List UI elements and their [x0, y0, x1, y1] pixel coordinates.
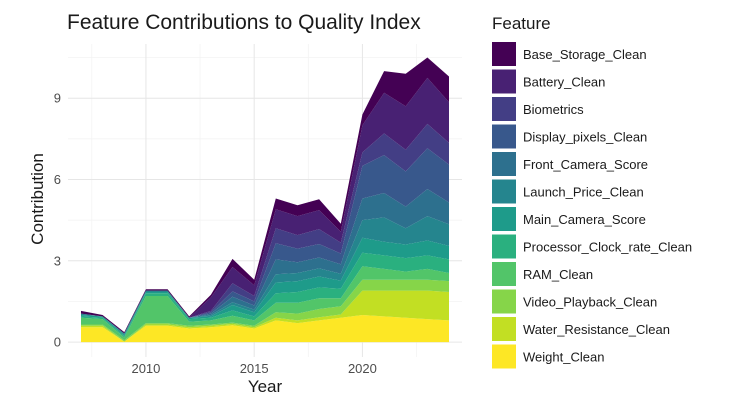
legend-label-processor-clock-rate-clean: Processor_Clock_rate_Clean: [523, 240, 692, 255]
legend-label-launch-price-clean: Launch_Price_Clean: [523, 185, 644, 200]
legend-key-display-pixels-clean: [492, 124, 516, 149]
legend-label-display-pixels-clean: Display_pixels_Clean: [523, 130, 647, 145]
y-axis-title: Contribution: [28, 153, 47, 245]
legend-key-main-camera-score: [492, 207, 516, 231]
legend-label-biometrics: Biometrics: [523, 102, 584, 117]
area-front-camera-score: [81, 189, 449, 334]
chart-title: Feature Contributions to Quality Index: [67, 11, 421, 34]
x-axis-ticks: 2010 2015 2020: [131, 361, 376, 376]
y-tick-label: 6: [54, 172, 61, 187]
legend-title: Feature: [492, 14, 551, 33]
legend-key-water-resistance-clean: [492, 317, 516, 341]
area-battery-clean: [81, 77, 449, 334]
area-processor-clock-rate-clean: [81, 252, 449, 338]
area-biometrics: [81, 123, 449, 334]
x-tick-label: 2015: [240, 361, 269, 376]
y-tick-label: 3: [54, 253, 61, 268]
area-ram-clean: [81, 266, 449, 341]
legend-label-base-storage-clean: Base_Storage_Clean: [523, 47, 647, 62]
x-tick-label: 2010: [131, 361, 160, 376]
legend-label-water-resistance-clean: Water_Resistance_Clean: [523, 322, 670, 337]
legend: Base_Storage_Clean Battery_Clean Biometric…: [492, 42, 692, 369]
area-weight-clean: [81, 315, 449, 343]
area-series: [81, 57, 449, 343]
legend-key-battery-clean: [492, 69, 516, 94]
legend-key-front-camera-score: [492, 152, 516, 176]
area-display-pixels-clean: [81, 148, 449, 334]
legend-label-front-camera-score: Front_Camera_Score: [523, 157, 648, 172]
area-launch-price-clean: [81, 216, 449, 335]
area-video-playback-clean: [81, 279, 449, 342]
legend-label-main-camera-score: Main_Camera_Score: [523, 212, 646, 227]
legend-key-processor-clock-rate-clean: [492, 234, 516, 259]
area-main-camera-score: [81, 237, 449, 337]
legend-key-ram-clean: [492, 262, 516, 286]
x-axis-title: Year: [248, 377, 283, 396]
legend-key-biometrics: [492, 97, 516, 121]
legend-key-weight-clean: [492, 344, 516, 369]
legend-label-weight-clean: Weight_Clean: [523, 350, 604, 365]
legend-label-ram-clean: RAM_Clean: [523, 267, 593, 282]
legend-label-battery-clean: Battery_Clean: [523, 75, 605, 90]
area-base-storage-clean: [81, 57, 449, 334]
legend-key-base-storage-clean: [492, 42, 516, 66]
area-water-resistance-clean: [81, 290, 449, 342]
legend-key-video-playback-clean: [492, 289, 516, 314]
y-axis-ticks: 0 3 6 9: [54, 91, 61, 350]
x-tick-label: 2020: [348, 361, 377, 376]
legend-label-video-playback-clean: Video_Playback_Clean: [523, 295, 657, 310]
y-tick-label: 9: [54, 91, 61, 106]
legend-key-launch-price-clean: [492, 179, 516, 204]
y-tick-label: 0: [54, 335, 61, 350]
